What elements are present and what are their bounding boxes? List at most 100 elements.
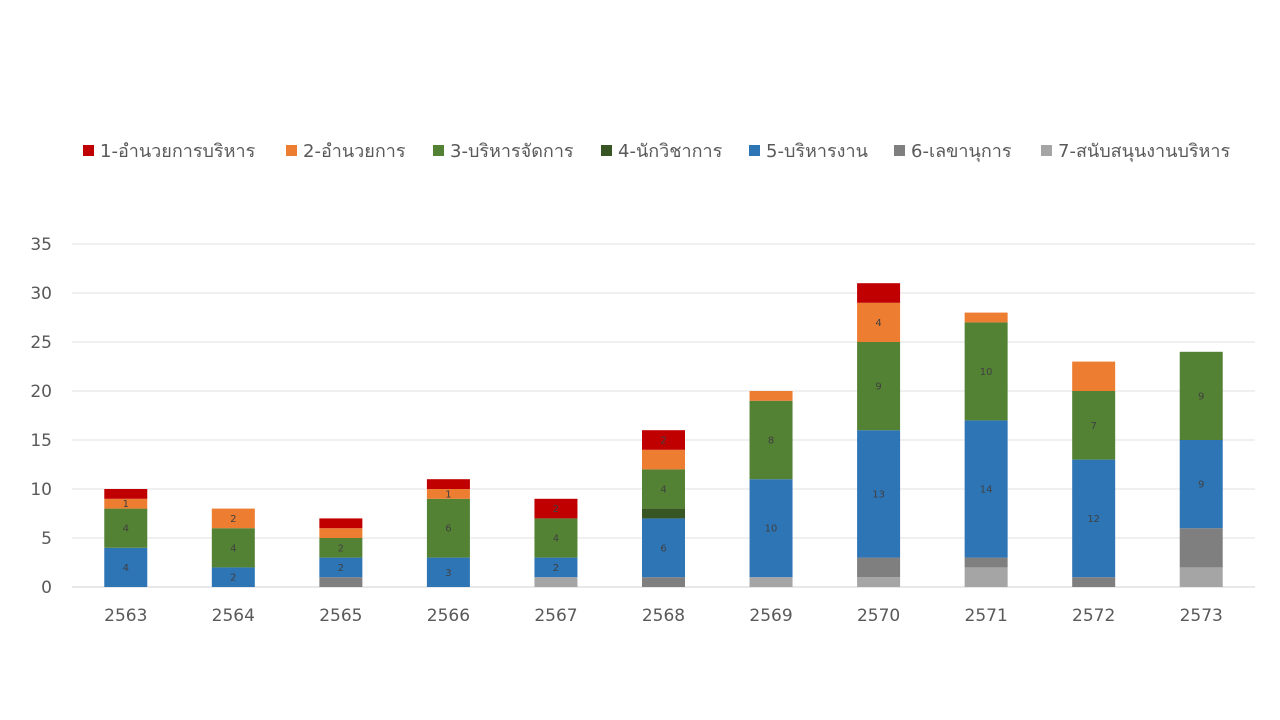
bar-segment <box>964 312 1008 323</box>
y-tick-label: 25 <box>30 333 52 353</box>
data-label: 2 <box>660 436 666 447</box>
x-tick-label: 2565 <box>319 606 362 626</box>
bar-segment <box>104 489 148 499</box>
data-label: 10 <box>765 524 778 535</box>
data-label: 9 <box>875 382 881 393</box>
chart-legend: 1-อำนวยการบริหาร 2-อำนวยการ 3-บริหารจัดการ… <box>83 141 1231 162</box>
data-label: 2 <box>338 563 344 574</box>
legend-swatch <box>601 145 612 156</box>
data-label: 9 <box>1198 391 1204 402</box>
bar-segment <box>426 498 470 558</box>
data-label: 3 <box>445 568 451 579</box>
bar-segment <box>534 498 578 519</box>
legend-label: 4-นักวิชาการ <box>618 141 723 162</box>
x-tick-label: 2573 <box>1180 606 1223 626</box>
legend-label: 6-เลขานุการ <box>911 141 1012 162</box>
x-tick-label: 2564 <box>212 606 255 626</box>
data-label: 4 <box>553 534 559 545</box>
bar-segment <box>749 577 793 587</box>
bar-segment <box>857 430 901 558</box>
y-tick-label: 20 <box>30 382 52 402</box>
bar-segment <box>319 518 363 529</box>
data-label: 4 <box>230 543 236 554</box>
data-label: 2 <box>553 563 559 574</box>
legend-label: 5-บริหารงาน <box>766 141 868 162</box>
data-label: 4 <box>660 485 666 496</box>
data-label: 7 <box>1090 421 1096 432</box>
bar-segment <box>319 577 363 587</box>
data-label: 10 <box>980 367 993 378</box>
x-axis: 2563 2564 2565 2566 2567 2568 2569 2570 2571 2572… <box>104 606 1223 626</box>
bar-segment <box>857 302 901 342</box>
bar-segment <box>964 567 1008 587</box>
x-tick-label: 2570 <box>857 606 900 626</box>
data-label: 13 <box>872 489 885 500</box>
bar-segment <box>211 508 255 529</box>
data-label: 2 <box>230 514 236 525</box>
bar-segment <box>1179 351 1223 440</box>
data-label: 1 <box>445 489 451 500</box>
legend-swatch <box>894 145 905 156</box>
legend-swatch <box>1041 145 1052 156</box>
bars <box>104 283 1223 587</box>
bar-segment <box>964 420 1008 558</box>
bar-segment <box>642 577 685 587</box>
bar-segment <box>964 557 1008 568</box>
bar-segment <box>642 518 685 578</box>
x-tick-label: 2571 <box>965 606 1008 626</box>
bar-segment <box>319 528 363 538</box>
bar-segment <box>426 489 470 499</box>
x-tick-label: 2567 <box>534 606 577 626</box>
y-tick-label: 10 <box>30 480 52 500</box>
data-label: 6 <box>445 524 451 535</box>
legend-swatch <box>286 145 297 156</box>
data-label: 14 <box>980 485 993 496</box>
legend-swatch <box>433 145 444 156</box>
bar-segment <box>857 577 901 587</box>
bar-segment <box>1072 361 1116 391</box>
data-label: 2 <box>230 573 236 584</box>
bar-segment <box>642 449 685 470</box>
x-tick-label: 2566 <box>427 606 470 626</box>
bar-segment <box>1179 567 1223 587</box>
legend-swatch <box>749 145 760 156</box>
bar-segment <box>857 342 901 431</box>
y-tick-label: 35 <box>30 235 52 255</box>
bar-segment <box>534 518 578 558</box>
bar-segment <box>211 567 255 587</box>
legend-label: 1-อำนวยการบริหาร <box>100 141 256 162</box>
x-tick-label: 2563 <box>104 606 147 626</box>
data-label: 8 <box>768 436 774 447</box>
y-tick-label: 30 <box>30 284 52 304</box>
bar-segment <box>642 508 685 519</box>
bar-segment <box>1179 440 1223 529</box>
bar-segment <box>211 528 255 568</box>
bar-segment <box>642 469 685 509</box>
bar-segment <box>319 557 363 578</box>
data-label: 9 <box>1198 480 1204 491</box>
legend-label: 2-อำนวยการ <box>303 141 406 162</box>
y-tick-label: 15 <box>30 431 52 451</box>
bar-segment <box>1179 528 1223 568</box>
legend-swatch <box>83 145 94 156</box>
bar-segment <box>749 400 793 480</box>
bar-segment <box>104 547 148 587</box>
data-label: 4 <box>123 524 129 535</box>
bar-segment <box>104 498 148 509</box>
data-label: 4 <box>123 563 129 574</box>
bar-segment <box>749 391 793 401</box>
bar-segment <box>1072 391 1116 460</box>
data-label: 2 <box>553 504 559 515</box>
x-tick-label: 2569 <box>749 606 792 626</box>
data-label: 12 <box>1087 514 1100 525</box>
bar-segment <box>1072 577 1116 587</box>
data-label: 4 <box>875 318 881 329</box>
data-label: 6 <box>660 543 666 554</box>
data-label: 1 <box>123 499 129 510</box>
bar-segment <box>426 557 470 587</box>
bar-segment <box>426 479 470 489</box>
bar-segment <box>104 508 148 548</box>
y-axis: 0 5 10 15 20 25 30 35 <box>30 235 52 598</box>
